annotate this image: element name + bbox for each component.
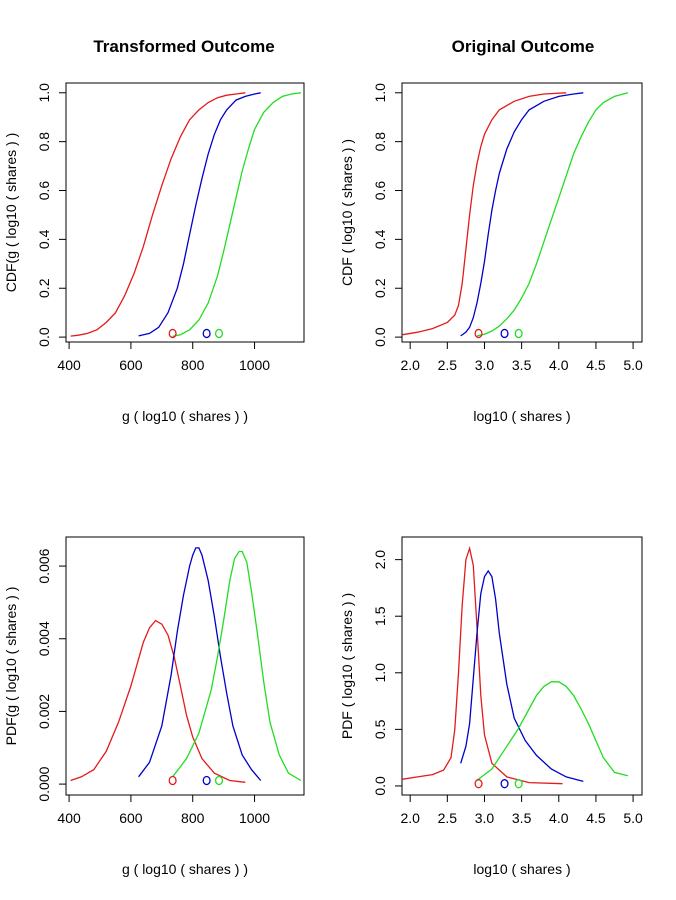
y-tick-label: 0.006 bbox=[36, 548, 52, 583]
y-tick-label: 0.2 bbox=[36, 278, 52, 298]
plot-frame bbox=[401, 536, 643, 796]
marker-blue bbox=[500, 779, 509, 789]
x-tick-label: 4.5 bbox=[586, 357, 606, 373]
y-tick-label: 0.6 bbox=[36, 181, 52, 201]
y-tick-label: 1.0 bbox=[36, 83, 52, 103]
marker-red bbox=[168, 328, 177, 339]
x-tick-label: 1000 bbox=[239, 357, 270, 373]
y-tick-label: 1.5 bbox=[372, 606, 388, 626]
series-line-red bbox=[70, 92, 246, 337]
y-tick-label: 2.0 bbox=[372, 550, 388, 570]
y-tick-label: 0.4 bbox=[36, 229, 52, 249]
series-line-green bbox=[476, 92, 629, 337]
x-tick-label: 800 bbox=[181, 810, 205, 826]
chart-panels: 400 600 800 1000 0.0 0.2 0.4 0.6 0.8 1.0 g ( log10… bbox=[3, 82, 643, 877]
chart-p4: 2.0 2.5 3.0 3.5 4.0 4.5 5.0 0.0 0.5 1.0 1.5 2.0 log1… bbox=[339, 536, 643, 877]
x-tick-label: 2.0 bbox=[400, 357, 420, 373]
x-tick-label: 2.5 bbox=[438, 810, 458, 826]
marker-red bbox=[474, 328, 483, 339]
x-tick-label: 4.0 bbox=[549, 810, 569, 826]
series-line-green bbox=[172, 92, 301, 338]
x-tick-label: 2.5 bbox=[438, 357, 458, 373]
marker-green bbox=[514, 328, 523, 339]
x-tick-label: 3.0 bbox=[475, 810, 495, 826]
series-line-blue bbox=[138, 92, 261, 337]
marker-green bbox=[214, 775, 224, 786]
y-tick-label: 0.4 bbox=[372, 229, 388, 249]
series-line-red bbox=[70, 619, 246, 783]
y-axis-label: CDF ( log10 ( shares ) ) bbox=[339, 139, 355, 286]
x-tick-label: 3.0 bbox=[475, 357, 495, 373]
y-tick-label: 0.004 bbox=[36, 621, 52, 656]
marker-red bbox=[168, 775, 177, 786]
plot-frame bbox=[65, 536, 305, 796]
x-tick-label: 4.0 bbox=[549, 357, 569, 373]
series-line-blue bbox=[460, 92, 584, 337]
x-tick-label: 600 bbox=[119, 810, 143, 826]
y-tick-label: 1.0 bbox=[372, 663, 388, 683]
x-axis-label: log10 ( shares ) bbox=[473, 861, 570, 877]
marker-green bbox=[514, 779, 523, 789]
x-tick-label: 1000 bbox=[239, 810, 270, 826]
y-tick-label: 0.8 bbox=[36, 132, 52, 152]
x-axis-label: log10 ( shares ) bbox=[473, 408, 570, 424]
y-axis-label: CDF(g ( log10 ( shares ) ) bbox=[3, 133, 19, 292]
marker-red bbox=[474, 779, 483, 789]
x-tick-label: 2.0 bbox=[400, 810, 420, 826]
y-tick-label: 0.5 bbox=[372, 719, 388, 739]
series-line-red bbox=[402, 92, 567, 336]
marker-blue bbox=[202, 775, 211, 786]
x-tick-label: 5.0 bbox=[623, 810, 643, 826]
series-line-green bbox=[476, 681, 629, 781]
x-tick-label: 3.5 bbox=[512, 810, 532, 826]
x-axis-label: g ( log10 ( shares ) ) bbox=[122, 861, 248, 877]
x-tick-label: 400 bbox=[57, 810, 81, 826]
x-tick-label: 600 bbox=[119, 357, 143, 373]
y-axis-label: PDF ( log10 ( shares ) ) bbox=[339, 593, 355, 739]
column-title-original: Original Outcome bbox=[452, 37, 595, 56]
y-axis-label: PDF(g ( log10 ( shares ) ) bbox=[3, 587, 19, 746]
chart-p2: 2.0 2.5 3.0 3.5 4.0 4.5 5.0 0.0 0.2 0.4 0.6 0.8 1.0 l… bbox=[339, 82, 643, 424]
x-tick-label: 400 bbox=[57, 357, 81, 373]
y-tick-label: 0.002 bbox=[36, 694, 52, 729]
x-tick-label: 800 bbox=[181, 357, 205, 373]
series-line-blue bbox=[460, 569, 584, 783]
y-tick-label: 0.000 bbox=[36, 766, 52, 801]
chart-p3: 400 600 800 1000 0.000 0.002 0.004 0.006 g ( log… bbox=[3, 536, 305, 877]
y-tick-label: 0.8 bbox=[372, 132, 388, 152]
marker-blue bbox=[202, 328, 211, 339]
x-tick-label: 4.5 bbox=[586, 810, 606, 826]
series-line-green bbox=[172, 550, 302, 782]
column-title-transformed: Transformed Outcome bbox=[93, 37, 274, 56]
plot-frame bbox=[401, 82, 643, 343]
chart-p1: 400 600 800 1000 0.0 0.2 0.4 0.6 0.8 1.0 g ( log10… bbox=[3, 82, 305, 424]
plot-frame bbox=[65, 82, 305, 343]
x-tick-label: 3.5 bbox=[512, 357, 532, 373]
y-tick-label: 0.6 bbox=[372, 181, 388, 201]
y-tick-label: 1.0 bbox=[372, 83, 388, 103]
x-axis-label: g ( log10 ( shares ) ) bbox=[122, 408, 248, 424]
marker-green bbox=[214, 328, 224, 339]
marker-blue bbox=[500, 328, 509, 339]
x-tick-label: 5.0 bbox=[623, 357, 643, 373]
y-tick-label: 0.0 bbox=[372, 327, 388, 347]
y-tick-label: 0.2 bbox=[372, 278, 388, 298]
y-tick-label: 0.0 bbox=[372, 776, 388, 796]
series-line-blue bbox=[138, 547, 262, 781]
y-tick-label: 0.0 bbox=[36, 327, 52, 347]
